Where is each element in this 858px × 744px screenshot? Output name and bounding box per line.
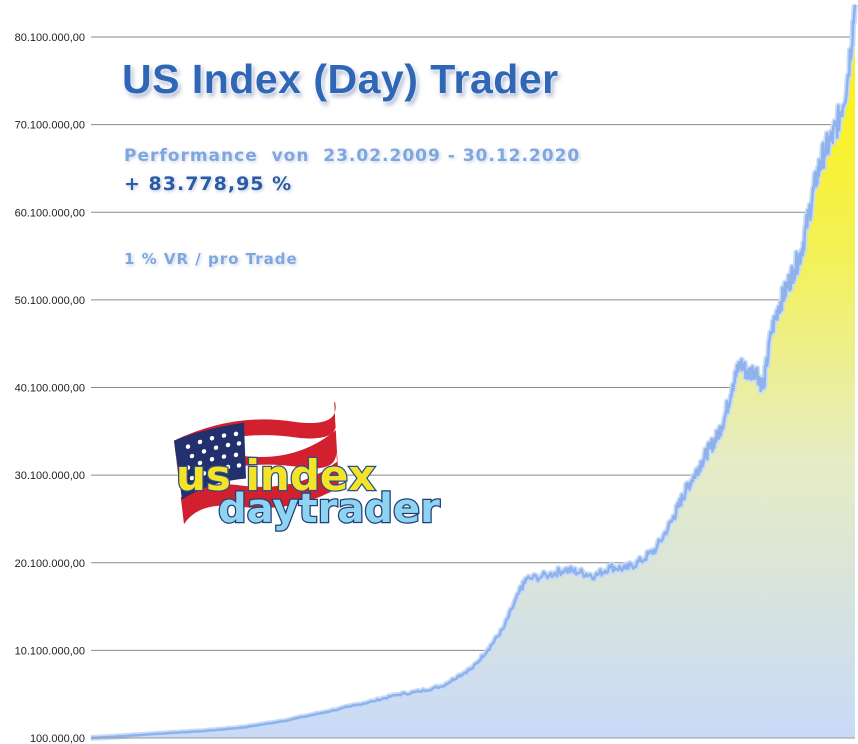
performance-value: + 83.778,95 % bbox=[124, 173, 293, 195]
y-tick-label: 40.100.000,00 bbox=[15, 383, 85, 395]
y-tick-label: 30.100.000,00 bbox=[15, 470, 85, 482]
y-tick-label: 100.000,00 bbox=[30, 733, 85, 744]
y-tick-label: 70.100.000,00 bbox=[15, 120, 85, 132]
y-tick-label: 50.100.000,00 bbox=[15, 295, 85, 307]
equity-area bbox=[91, 4, 855, 739]
y-tick-label: 80.100.000,00 bbox=[15, 32, 85, 44]
logo-word-daytrader: daytrader bbox=[218, 486, 440, 532]
performance-period: Performance von 23.02.2009 - 30.12.2020 bbox=[124, 146, 581, 166]
chart-title: US Index (Day) Trader bbox=[122, 56, 559, 102]
y-tick-label: 10.100.000,00 bbox=[15, 645, 85, 657]
us-flag-icon bbox=[174, 402, 339, 525]
logo-word-us-index: us index bbox=[176, 451, 375, 500]
y-axis: 100.000,00 10.100.000,00 20.100.000,00 30.1… bbox=[15, 32, 85, 744]
equity-line bbox=[90, 4, 857, 740]
y-tick-label: 20.100.000,00 bbox=[15, 558, 85, 570]
us-index-daytrader-logo: us index daytrader bbox=[174, 402, 441, 533]
y-tick-label: 60.100.000,00 bbox=[15, 207, 85, 219]
risk-per-trade: 1 % VR / pro Trade bbox=[124, 250, 298, 268]
